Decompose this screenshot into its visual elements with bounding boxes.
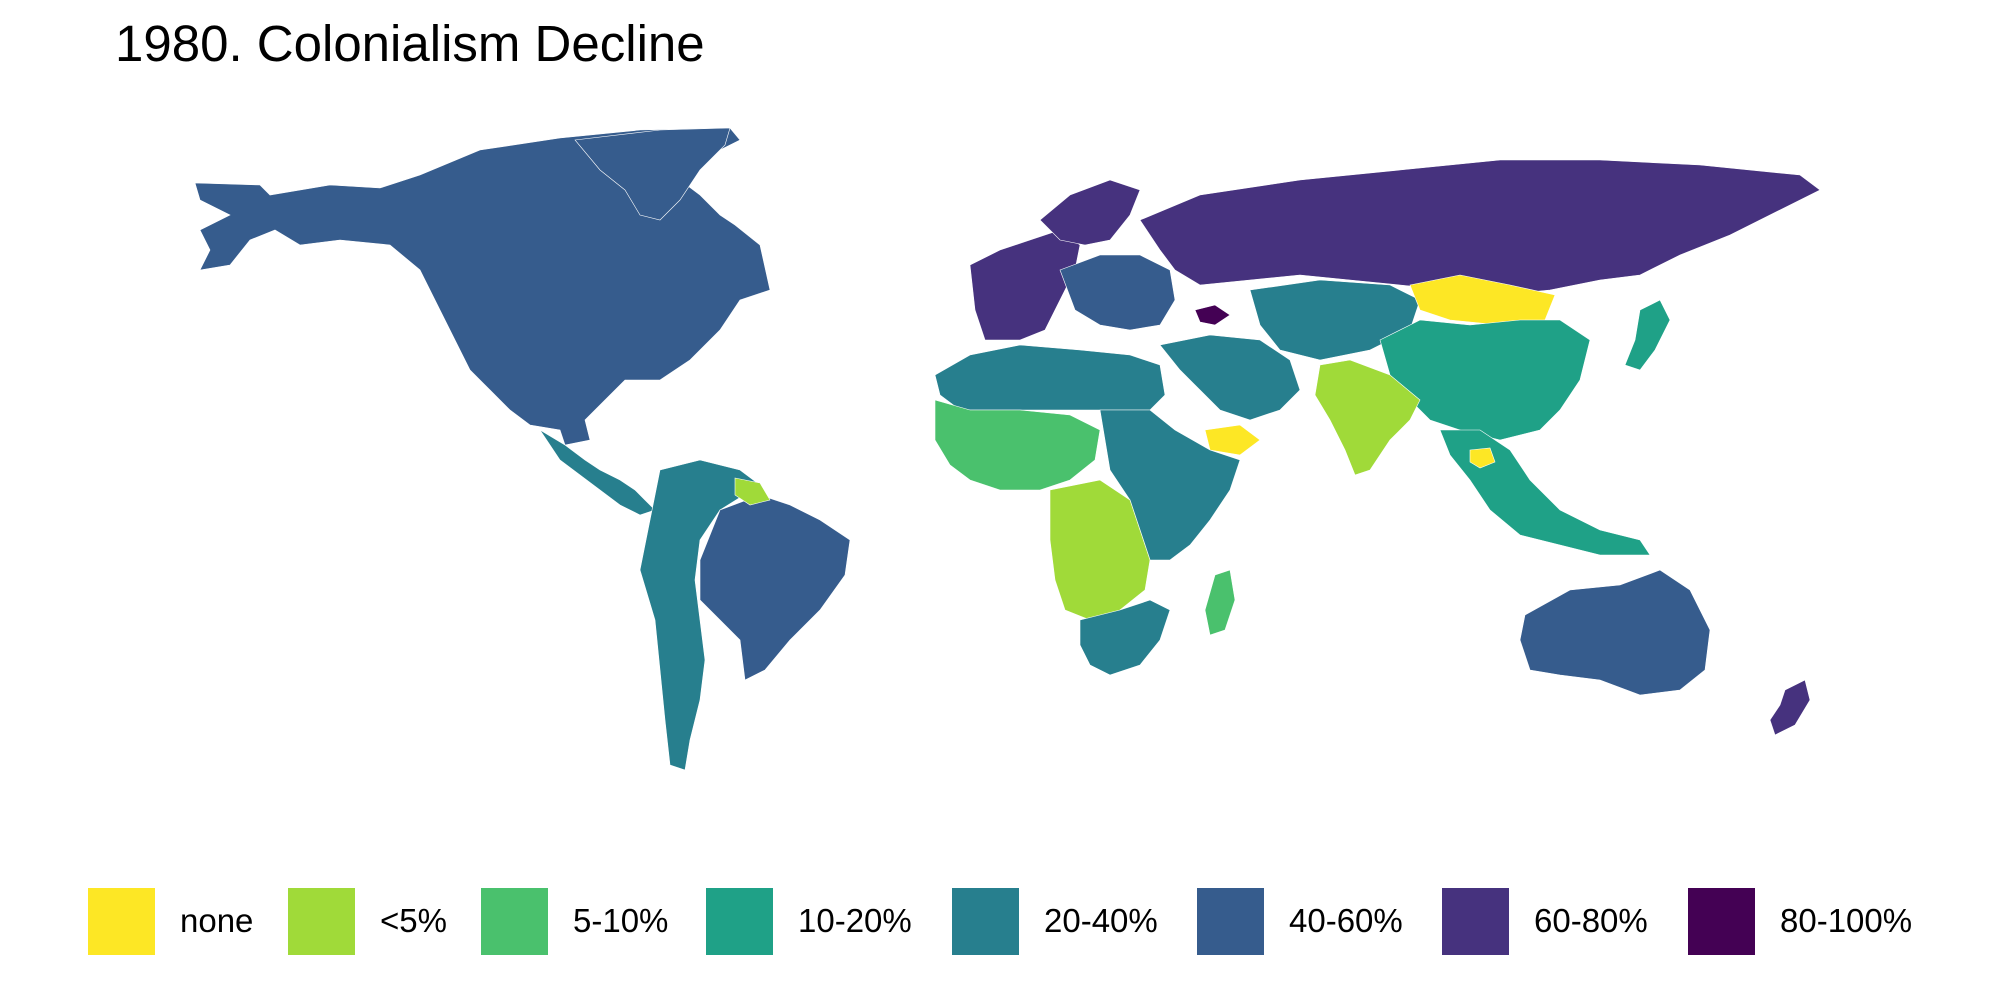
legend-swatch bbox=[481, 888, 548, 955]
map-legend: none <5% 5-10% 10-20% 20-40% 40-60% 60-80% 80-1… bbox=[0, 885, 2000, 965]
region-scandinavia bbox=[1039, 179, 1141, 246]
region-india bbox=[1314, 359, 1421, 476]
region-central-africa bbox=[1049, 479, 1151, 621]
legend-swatch bbox=[952, 888, 1019, 955]
region-southern-africa bbox=[1079, 599, 1171, 676]
region-west-africa bbox=[934, 399, 1101, 491]
region-central-europe bbox=[1059, 254, 1176, 331]
legend-label: 5-10% bbox=[573, 902, 669, 939]
region-caucasus bbox=[1194, 304, 1231, 326]
region-guianas bbox=[734, 477, 771, 506]
legend-label: 80-100% bbox=[1780, 902, 1913, 939]
legend-swatch bbox=[1688, 888, 1755, 955]
legend-label: 60-80% bbox=[1534, 902, 1648, 939]
legend-swatch bbox=[1197, 888, 1264, 955]
region-southeast-asia bbox=[1439, 429, 1651, 556]
legend-swatch bbox=[1442, 888, 1509, 955]
region-brazil bbox=[699, 494, 851, 681]
legend-label: 10-20% bbox=[798, 902, 912, 939]
legend-label: none bbox=[180, 902, 254, 939]
region-yemen bbox=[1204, 424, 1261, 456]
region-madagascar bbox=[1204, 569, 1236, 636]
legend-swatch bbox=[706, 888, 773, 955]
region-greenland bbox=[574, 127, 731, 221]
legend-swatch bbox=[88, 888, 155, 955]
legend-label: 40-60% bbox=[1289, 902, 1403, 939]
region-north-africa bbox=[934, 344, 1166, 411]
legend-label: <5% bbox=[380, 902, 447, 939]
legend-label: 20-40% bbox=[1044, 902, 1158, 939]
region-cambodia bbox=[1469, 447, 1496, 469]
region-russia bbox=[1139, 159, 1821, 296]
legend-swatch bbox=[288, 888, 355, 955]
region-japan bbox=[1624, 299, 1671, 371]
region-middle-east bbox=[1159, 334, 1301, 421]
map-title: 1980. Colonialism Decline bbox=[115, 15, 705, 72]
region-western-europe bbox=[969, 229, 1081, 341]
region-australia bbox=[1519, 569, 1711, 696]
region-central-america bbox=[539, 429, 656, 516]
region-north-america bbox=[194, 127, 771, 446]
region-new-zealand bbox=[1769, 679, 1811, 736]
region-china bbox=[1379, 319, 1591, 441]
